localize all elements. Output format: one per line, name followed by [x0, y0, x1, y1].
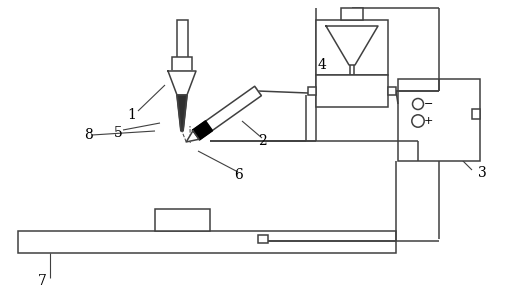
- Text: 4: 4: [317, 58, 326, 72]
- Polygon shape: [168, 71, 196, 95]
- Polygon shape: [326, 26, 378, 65]
- Polygon shape: [186, 131, 199, 142]
- Bar: [258, 235, 268, 243]
- Text: 2: 2: [257, 134, 266, 148]
- Bar: [308, 87, 316, 95]
- Text: 5: 5: [114, 126, 123, 140]
- Text: 8: 8: [84, 128, 93, 142]
- Text: −: −: [424, 99, 433, 109]
- Bar: [472, 109, 480, 119]
- Bar: [388, 87, 396, 95]
- Bar: [341, 8, 363, 20]
- Bar: [316, 75, 388, 107]
- Circle shape: [412, 115, 424, 127]
- Text: 7: 7: [38, 274, 47, 288]
- Circle shape: [413, 98, 423, 109]
- Text: 1: 1: [128, 108, 136, 122]
- Bar: [316, 20, 388, 75]
- Polygon shape: [193, 86, 262, 140]
- Bar: [172, 57, 192, 71]
- Text: 6: 6: [234, 168, 242, 182]
- Bar: [398, 79, 480, 161]
- Bar: [155, 209, 210, 231]
- Bar: [176, 20, 188, 58]
- Polygon shape: [192, 121, 212, 140]
- Bar: [18, 231, 396, 253]
- Polygon shape: [177, 95, 187, 131]
- Text: 3: 3: [478, 166, 486, 180]
- Text: +: +: [424, 116, 433, 126]
